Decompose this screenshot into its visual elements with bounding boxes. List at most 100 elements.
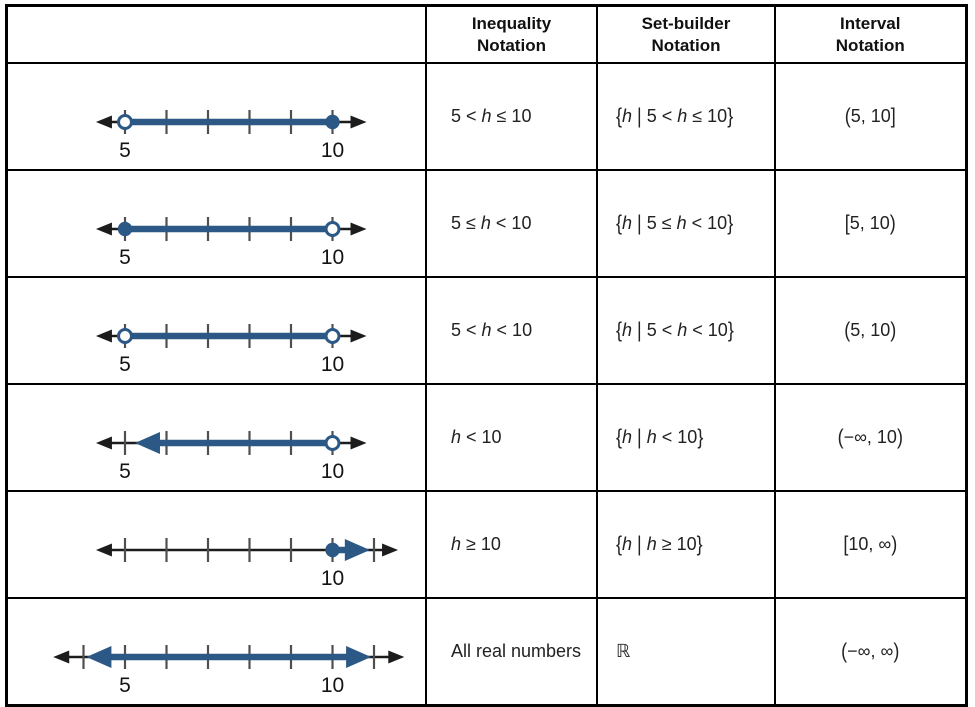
axis-arrow-right-icon — [382, 543, 399, 557]
number-line-cell: 5 10 — [5, 169, 427, 278]
interval-cell: (5, 10] — [774, 62, 967, 171]
segment-arrow-icon — [344, 539, 370, 561]
segment-arrow-icon — [346, 646, 372, 668]
open-circle-icon — [324, 221, 341, 237]
math-fence: ) — [890, 317, 897, 342]
closed-circle-icon — [325, 542, 340, 558]
math-fence: ( — [841, 638, 848, 663]
tick-label: 10 — [321, 139, 344, 162]
math-fence: } — [727, 103, 734, 128]
inequality-cell: All real numbers — [425, 597, 598, 707]
number-line-cell: 5 10 — [5, 62, 427, 171]
inequality-cell: 5 < h ≤ 10 — [425, 62, 598, 171]
interval-cell: (5, 10) — [774, 276, 967, 385]
math-fence: ( — [844, 103, 851, 128]
number-line-figure: 5 10 — [95, 110, 367, 162]
set-builder-cell: {h | h ≥ 10} — [596, 490, 776, 599]
number-line-figure: 5 10 — [53, 645, 405, 697]
set-builder-cell: {h | 5 < h < 10} — [596, 276, 776, 385]
table-row: 5 10 5 ≤ h < 10 {h | 5 ≤ h < 10} [5, 10) — [5, 169, 967, 278]
interval-cell: (−∞, ∞) — [774, 597, 967, 707]
open-circle-icon — [117, 114, 133, 130]
math-fence: ) — [893, 638, 900, 663]
interval-cell: [5, 10) — [774, 169, 967, 278]
table-row: 5 10 h < 10 {h | h < 10} (−∞, 10) — [5, 383, 967, 492]
tick-label: 10 — [321, 460, 344, 483]
inequality-cell: h ≥ 10 — [425, 490, 598, 599]
math-fence: | — [637, 531, 642, 556]
math-fence: [ — [844, 210, 850, 235]
tick-label: 5 — [119, 353, 131, 376]
tick-label: 10 — [321, 353, 344, 376]
math-fence: | — [637, 317, 642, 342]
axis-arrow-left-icon — [53, 650, 70, 664]
tick-label: 5 — [119, 139, 131, 162]
axis-arrow-left-icon — [95, 543, 112, 557]
axis-arrow-left-icon — [95, 329, 112, 343]
open-circle-icon — [117, 328, 133, 344]
math-fence: | — [637, 424, 642, 449]
math-fence: ) — [891, 531, 898, 556]
math-fence: ( — [844, 317, 851, 342]
set-builder-cell: {h | h < 10} — [596, 383, 776, 492]
tick-label: 10 — [321, 246, 344, 269]
axis-arrow-left-icon — [95, 115, 112, 129]
set-builder-cell: ℝ — [596, 597, 776, 707]
segment-arrow-icon — [134, 432, 160, 454]
table-row: 5 10 5 < h ≤ 10 {h | 5 < h ≤ 10} (5, 10] — [5, 62, 967, 171]
math-fence: ] — [890, 103, 896, 128]
inequality-cell: h < 10 — [425, 383, 598, 492]
number-line-cell: 10 — [5, 490, 427, 599]
math-fence: { — [616, 531, 623, 556]
axis-arrow-left-icon — [95, 222, 112, 236]
math-fence: | — [637, 210, 642, 235]
math-fence: ) — [896, 424, 903, 449]
axis-arrow-right-icon — [388, 650, 405, 664]
math-fence: } — [727, 317, 734, 342]
inequality-cell: 5 < h < 10 — [425, 276, 598, 385]
number-line-cell: 5 10 — [5, 276, 427, 385]
axis-arrow-left-icon — [95, 436, 112, 450]
number-line-cell: 5 10 — [5, 383, 427, 492]
header-row: Inequality Notation Set-builder Notation… — [5, 4, 967, 64]
number-line-cell: 5 10 — [5, 597, 427, 707]
math-fence: | — [637, 103, 642, 128]
tick-label: 5 — [119, 460, 131, 483]
set-builder-cell: {h | 5 ≤ h < 10} — [596, 169, 776, 278]
number-line-figure: 5 10 — [95, 217, 367, 269]
interval-cell: [10, ∞) — [774, 490, 967, 599]
math-fence: { — [616, 424, 623, 449]
tick-label: 5 — [119, 246, 131, 269]
math-fence: { — [616, 103, 623, 128]
math-fence: [ — [843, 531, 849, 556]
math-fence: ) — [889, 210, 896, 235]
number-line-figure: 5 10 — [95, 431, 367, 483]
axis-arrow-right-icon — [350, 329, 367, 343]
table-row: 5 10 5 < h < 10 {h | 5 < h < 10} (5, 10) — [5, 276, 967, 385]
math-fence: { — [616, 317, 623, 342]
math-fence: } — [697, 424, 704, 449]
segment-arrow-icon — [86, 646, 112, 668]
tick-label: 10 — [321, 674, 344, 697]
table-row: 5 10 All real numbers ℝ (−∞, ∞) — [5, 597, 967, 707]
math-fence: } — [696, 531, 703, 556]
header-inequality: Inequality Notation — [425, 4, 598, 64]
set-builder-cell: {h | 5 < h ≤ 10} — [596, 62, 776, 171]
number-line-figure: 10 — [95, 538, 399, 590]
open-circle-icon — [324, 328, 341, 344]
header-numberline — [5, 4, 427, 64]
axis-arrow-right-icon — [350, 436, 367, 450]
math-fence: ( — [837, 424, 844, 449]
interval-cell: (−∞, 10) — [774, 383, 967, 492]
closed-circle-icon — [117, 221, 133, 237]
axis-arrow-right-icon — [350, 115, 367, 129]
axis-arrow-right-icon — [350, 222, 367, 236]
math-fence: } — [727, 210, 734, 235]
tick-label: 10 — [321, 567, 344, 590]
header-interval: Interval Notation — [774, 4, 967, 64]
math-fence: { — [616, 210, 623, 235]
inequality-cell: 5 ≤ h < 10 — [425, 169, 598, 278]
table-row: 10 h ≥ 10 {h | h ≥ 10} [10, ∞) — [5, 490, 967, 599]
notation-table: Inequality Notation Set-builder Notation… — [5, 4, 968, 707]
closed-circle-icon — [325, 114, 340, 130]
